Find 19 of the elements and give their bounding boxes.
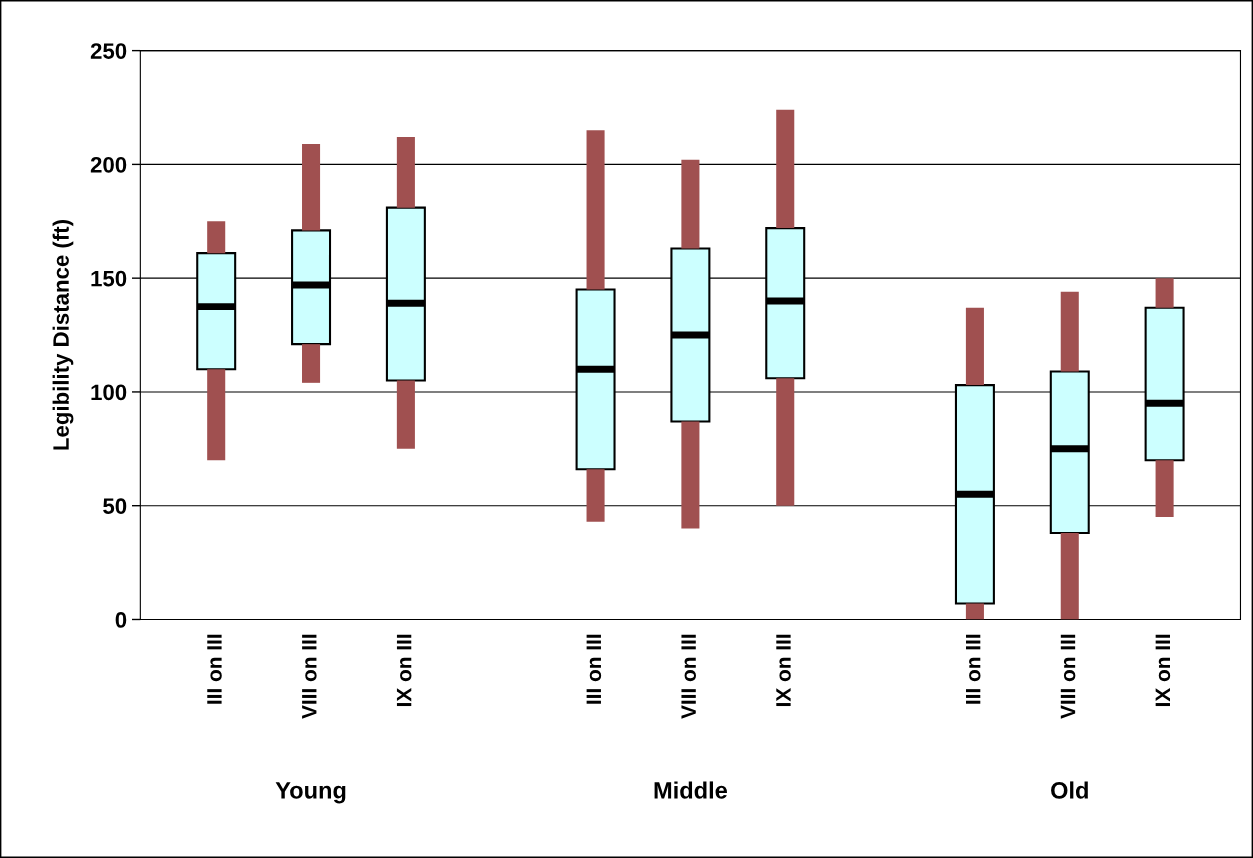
x-tick-label: IX on III — [1155, 634, 1171, 707]
y-tick-label: 250 — [90, 43, 127, 59]
y-tick-label: 0 — [115, 612, 127, 628]
x-tick-label: VIII on III — [1060, 634, 1076, 719]
x-tick-label: III on III — [207, 634, 222, 704]
x-tick-label: IX on III — [396, 634, 412, 707]
x-tick-label: VIII on III — [302, 634, 317, 719]
text: Young — [275, 782, 346, 804]
y-tick-label: 150 — [91, 270, 127, 287]
x-tick-label: III on III — [586, 634, 602, 704]
x-tick-label: III on III — [965, 634, 981, 704]
text: Middle — [654, 781, 727, 799]
text: Old — [1051, 781, 1088, 799]
y-tick-label: 50 — [103, 498, 127, 514]
y-tick-label: 100 — [91, 384, 127, 401]
y-axis-title: Legibility Distance (ft) — [52, 220, 74, 450]
y-tick-label: 200 — [90, 156, 127, 173]
x-tick-label: IX on III — [776, 634, 791, 707]
x-tick-label: VIII on III — [681, 634, 696, 719]
